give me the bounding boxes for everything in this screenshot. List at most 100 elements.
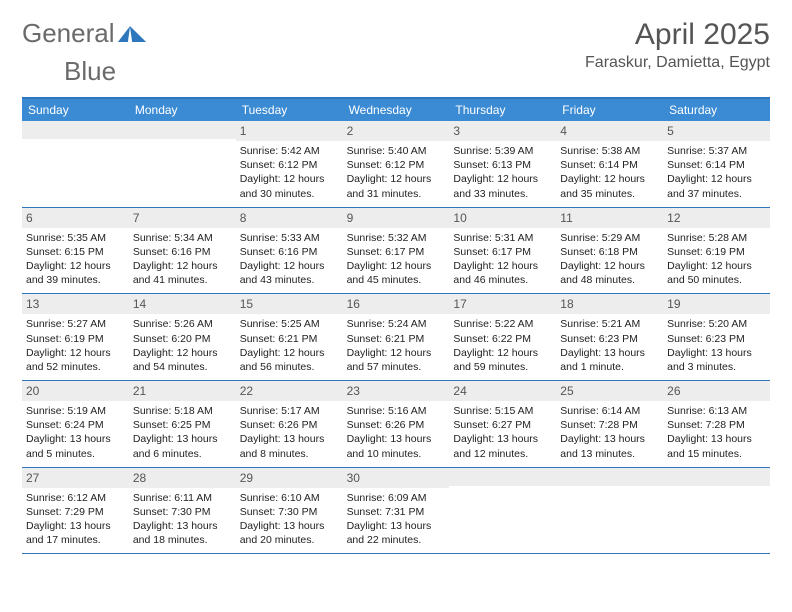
calendar-week: 6 Sunrise: 5:35 AMSunset: 6:15 PMDaylight… [22, 208, 770, 295]
day-info: Sunrise: 5:34 AMSunset: 6:16 PMDaylight:… [133, 231, 232, 288]
day-number: 3 [449, 121, 556, 141]
day-header-cell: Friday [556, 99, 663, 121]
day-info: Sunrise: 5:20 AMSunset: 6:23 PMDaylight:… [667, 317, 766, 374]
logo-triangle-icon [117, 26, 129, 42]
day-info: Sunrise: 6:14 AMSunset: 7:28 PMDaylight:… [560, 404, 659, 461]
calendar-cell: 15Sunrise: 5:25 AMSunset: 6:21 PMDayligh… [236, 294, 343, 380]
day-info: Sunrise: 5:32 AMSunset: 6:17 PMDaylight:… [347, 231, 446, 288]
calendar-cell: 24Sunrise: 5:15 AMSunset: 6:27 PMDayligh… [449, 381, 556, 467]
day-info: Sunrise: 5:42 AMSunset: 6:12 PMDaylight:… [240, 144, 339, 201]
calendar-cell: 22Sunrise: 5:17 AMSunset: 6:26 PMDayligh… [236, 381, 343, 467]
day-info: Sunrise: 5:22 AMSunset: 6:22 PMDaylight:… [453, 317, 552, 374]
calendar-cell: 16 Sunrise: 5:24 AMSunset: 6:21 PMDayligh… [343, 294, 450, 380]
calendar-cell: 20 Sunrise: 5:19 AMSunset: 6:24 PMDayligh… [22, 381, 129, 467]
day-info: Sunrise: 5:19 AMSunset: 6:24 PMDaylight:… [26, 404, 125, 461]
calendar-cell: 14 Sunrise: 5:26 AMSunset: 6:20 PMDayligh… [129, 294, 236, 380]
calendar-cell: 26Sunrise: 6:13 AMSunset: 7:28 PMDayligh… [663, 381, 770, 467]
calendar-cell: 4 Sunrise: 5:38 AMSunset: 6:14 PMDaylight… [556, 121, 663, 207]
calendar-cell: 30 Sunrise: 6:09 AMSunset: 7:31 PMDayligh… [343, 468, 450, 554]
calendar-cell: 23 Sunrise: 5:16 AMSunset: 6:26 PMDayligh… [343, 381, 450, 467]
day-number [129, 121, 236, 139]
day-number: 6 [22, 208, 129, 228]
calendar-cell [663, 468, 770, 554]
calendar: SundayMondayTuesdayWednesdayThursdayFrid… [22, 97, 770, 554]
day-number: 26 [663, 381, 770, 401]
day-info: Sunrise: 5:40 AMSunset: 6:12 PMDaylight:… [347, 144, 446, 201]
day-number: 27 [22, 468, 129, 488]
day-number: 4 [556, 121, 663, 141]
day-header-cell: Tuesday [236, 99, 343, 121]
day-number: 28 [129, 468, 236, 488]
day-number [449, 468, 556, 486]
calendar-week: 1 Sunrise: 5:42 AMSunset: 6:12 PMDaylight… [22, 121, 770, 208]
calendar-cell: 12 Sunrise: 5:28 AMSunset: 6:19 PMDayligh… [663, 208, 770, 294]
calendar-cell: 17 Sunrise: 5:22 AMSunset: 6:22 PMDayligh… [449, 294, 556, 380]
day-number: 7 [129, 208, 236, 228]
location-label: Faraskur, Damietta, Egypt [585, 54, 770, 72]
day-number: 10 [449, 208, 556, 228]
day-number: 16 [343, 294, 450, 314]
day-header-row: SundayMondayTuesdayWednesdayThursdayFrid… [22, 99, 770, 121]
day-info: Sunrise: 5:33 AMSunset: 6:16 PMDaylight:… [240, 231, 339, 288]
day-info: Sunrise: 5:27 AMSunset: 6:19 PMDaylight:… [26, 317, 125, 374]
calendar-week: 20 Sunrise: 5:19 AMSunset: 6:24 PMDayligh… [22, 381, 770, 468]
day-number [663, 468, 770, 486]
title-block: April 2025 Faraskur, Damietta, Egypt [585, 18, 770, 72]
day-number: 18 [556, 294, 663, 314]
calendar-cell: 25 Sunrise: 6:14 AMSunset: 7:28 PMDayligh… [556, 381, 663, 467]
day-number: 30 [343, 468, 450, 488]
day-number: 12 [663, 208, 770, 228]
calendar-cell: 27 Sunrise: 6:12 AMSunset: 7:29 PMDayligh… [22, 468, 129, 554]
day-info: Sunrise: 5:38 AMSunset: 6:14 PMDaylight:… [560, 144, 659, 201]
day-number: 23 [343, 381, 450, 401]
day-number: 29 [236, 468, 343, 488]
calendar-cell: 28 Sunrise: 6:11 AMSunset: 7:30 PMDayligh… [129, 468, 236, 554]
page-title: April 2025 [585, 18, 770, 52]
calendar-cell: 10Sunrise: 5:31 AMSunset: 6:17 PMDayligh… [449, 208, 556, 294]
calendar-cell [22, 121, 129, 207]
day-info: Sunrise: 6:10 AMSunset: 7:30 PMDaylight:… [240, 491, 339, 548]
day-number: 21 [129, 381, 236, 401]
day-info: Sunrise: 6:11 AMSunset: 7:30 PMDaylight:… [133, 491, 232, 548]
day-info: Sunrise: 5:24 AMSunset: 6:21 PMDaylight:… [347, 317, 446, 374]
day-info: Sunrise: 5:35 AMSunset: 6:15 PMDaylight:… [26, 231, 125, 288]
day-header-cell: Monday [129, 99, 236, 121]
calendar-cell: 11Sunrise: 5:29 AMSunset: 6:18 PMDayligh… [556, 208, 663, 294]
calendar-cell: 7 Sunrise: 5:34 AMSunset: 6:16 PMDaylight… [129, 208, 236, 294]
day-number: 1 [236, 121, 343, 141]
day-header-cell: Wednesday [343, 99, 450, 121]
day-number: 20 [22, 381, 129, 401]
day-info: Sunrise: 6:12 AMSunset: 7:29 PMDaylight:… [26, 491, 125, 548]
day-number [22, 121, 129, 139]
day-number: 13 [22, 294, 129, 314]
day-number: 15 [236, 294, 343, 314]
calendar-cell: 21Sunrise: 5:18 AMSunset: 6:25 PMDayligh… [129, 381, 236, 467]
calendar-cell: 5Sunrise: 5:37 AMSunset: 6:14 PMDaylight… [663, 121, 770, 207]
day-info: Sunrise: 5:28 AMSunset: 6:19 PMDaylight:… [667, 231, 766, 288]
day-number: 19 [663, 294, 770, 314]
day-number: 17 [449, 294, 556, 314]
day-number: 11 [556, 208, 663, 228]
day-header-cell: Thursday [449, 99, 556, 121]
calendar-cell: 9Sunrise: 5:32 AMSunset: 6:17 PMDaylight… [343, 208, 450, 294]
day-number [556, 468, 663, 486]
calendar-cell: 6 Sunrise: 5:35 AMSunset: 6:15 PMDaylight… [22, 208, 129, 294]
logo-text-a: General [22, 18, 115, 49]
calendar-cell: 19 Sunrise: 5:20 AMSunset: 6:23 PMDayligh… [663, 294, 770, 380]
calendar-cell [449, 468, 556, 554]
day-info: Sunrise: 6:09 AMSunset: 7:31 PMDaylight:… [347, 491, 446, 548]
calendar-cell: 8 Sunrise: 5:33 AMSunset: 6:16 PMDaylight… [236, 208, 343, 294]
day-number: 8 [236, 208, 343, 228]
day-number: 14 [129, 294, 236, 314]
day-number: 25 [556, 381, 663, 401]
calendar-week: 13 Sunrise: 5:27 AMSunset: 6:19 PMDayligh… [22, 294, 770, 381]
calendar-cell [129, 121, 236, 207]
calendar-cell: 13 Sunrise: 5:27 AMSunset: 6:19 PMDayligh… [22, 294, 129, 380]
logo-triangle-icon [129, 26, 145, 42]
day-info: Sunrise: 5:16 AMSunset: 6:26 PMDaylight:… [347, 404, 446, 461]
calendar-cell: 2Sunrise: 5:40 AMSunset: 6:12 PMDaylight… [343, 121, 450, 207]
calendar-cell: 1 Sunrise: 5:42 AMSunset: 6:12 PMDaylight… [236, 121, 343, 207]
day-number: 5 [663, 121, 770, 141]
calendar-cell [556, 468, 663, 554]
day-info: Sunrise: 5:26 AMSunset: 6:20 PMDaylight:… [133, 317, 232, 374]
